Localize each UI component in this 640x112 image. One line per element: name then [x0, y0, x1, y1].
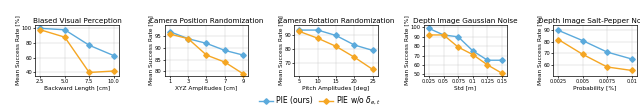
Line: PIE w/o $\delta_{e,t}$: PIE w/o $\delta_{e,t}$ — [556, 38, 634, 72]
PIE (ours) — [239, 54, 247, 56]
PIE (ours) — [369, 50, 376, 51]
PIE w/o $\delta_{e,t}$ — [239, 73, 247, 74]
Y-axis label: Mean Success Rate [%]: Mean Success Rate [%] — [15, 15, 20, 85]
Y-axis label: Mean Success Rate [%]: Mean Success Rate [%] — [404, 15, 409, 85]
Y-axis label: Mean Success Rate [%]: Mean Success Rate [%] — [537, 15, 542, 85]
PIE (ours) — [203, 43, 211, 44]
PIE (ours) — [484, 60, 492, 61]
PIE (ours) — [184, 38, 192, 39]
Line: PIE (ours): PIE (ours) — [427, 26, 504, 62]
PIE (ours) — [314, 29, 321, 31]
Line: PIE w/o $\delta_{e,t}$: PIE w/o $\delta_{e,t}$ — [38, 28, 116, 74]
PIE w/o $\delta_{e,t}$ — [484, 64, 492, 66]
PIE w/o $\delta_{e,t}$ — [110, 70, 118, 72]
PIE (ours) — [579, 40, 587, 41]
PIE (ours) — [440, 34, 447, 36]
PIE w/o $\delta_{e,t}$ — [332, 46, 340, 47]
Line: PIE (ours): PIE (ours) — [556, 28, 634, 61]
Title: Depth Image Gaussian Noise: Depth Image Gaussian Noise — [413, 18, 518, 24]
PIE (ours) — [166, 31, 173, 32]
PIE (ours) — [296, 29, 303, 31]
PIE (ours) — [628, 58, 636, 60]
PIE w/o $\delta_{e,t}$ — [440, 34, 447, 36]
PIE w/o $\delta_{e,t}$ — [61, 37, 68, 38]
X-axis label: XYZ Amplitudes [cm]: XYZ Amplitudes [cm] — [175, 86, 237, 91]
PIE w/o $\delta_{e,t}$ — [469, 54, 477, 55]
PIE (ours) — [36, 28, 44, 29]
PIE (ours) — [351, 44, 358, 46]
PIE (ours) — [332, 35, 340, 36]
Y-axis label: Mean Success Rate [%]: Mean Success Rate [%] — [148, 15, 154, 85]
Line: PIE w/o $\delta_{e,t}$: PIE w/o $\delta_{e,t}$ — [298, 29, 374, 71]
PIE w/o $\delta_{e,t}$ — [203, 54, 211, 56]
PIE (ours) — [454, 36, 462, 38]
PIE (ours) — [221, 50, 228, 51]
PIE w/o $\delta_{e,t}$ — [499, 73, 506, 74]
PIE w/o $\delta_{e,t}$ — [36, 29, 44, 30]
Title: Biased Visual Perception: Biased Visual Perception — [33, 18, 122, 24]
PIE w/o $\delta_{e,t}$ — [296, 31, 303, 32]
PIE (ours) — [425, 28, 433, 29]
PIE (ours) — [604, 51, 611, 53]
PIE (ours) — [61, 29, 68, 30]
Y-axis label: Mean Success Rate [%]: Mean Success Rate [%] — [278, 15, 283, 85]
PIE w/o $\delta_{e,t}$ — [184, 38, 192, 39]
X-axis label: Backward Length [cm]: Backward Length [cm] — [44, 86, 110, 91]
PIE (ours) — [110, 55, 118, 56]
Title: Camera Position Randomization: Camera Position Randomization — [149, 18, 264, 24]
Title: Camera Rotation Randomization: Camera Rotation Randomization — [278, 18, 394, 24]
PIE w/o $\delta_{e,t}$ — [425, 34, 433, 36]
Title: Depth Image Salt-Pepper Noise: Depth Image Salt-Pepper Noise — [538, 18, 640, 24]
Legend: PIE (ours), PIE w/o $\delta_{e,t}$: PIE (ours), PIE w/o $\delta_{e,t}$ — [259, 95, 381, 107]
Line: PIE (ours): PIE (ours) — [38, 26, 116, 57]
PIE (ours) — [469, 50, 477, 52]
PIE w/o $\delta_{e,t}$ — [351, 57, 358, 58]
PIE w/o $\delta_{e,t}$ — [314, 38, 321, 39]
PIE w/o $\delta_{e,t}$ — [604, 66, 611, 68]
X-axis label: Pitch Amplitudes [deg]: Pitch Amplitudes [deg] — [302, 86, 370, 91]
PIE w/o $\delta_{e,t}$ — [628, 70, 636, 71]
X-axis label: Probability [%]: Probability [%] — [573, 86, 617, 91]
Line: PIE w/o $\delta_{e,t}$: PIE w/o $\delta_{e,t}$ — [168, 32, 245, 76]
Line: PIE (ours): PIE (ours) — [298, 28, 374, 52]
PIE w/o $\delta_{e,t}$ — [579, 54, 587, 55]
PIE (ours) — [85, 45, 93, 46]
Line: PIE w/o $\delta_{e,t}$: PIE w/o $\delta_{e,t}$ — [427, 33, 504, 75]
PIE (ours) — [554, 30, 562, 31]
Line: PIE (ours): PIE (ours) — [168, 30, 245, 57]
PIE w/o $\delta_{e,t}$ — [454, 46, 462, 48]
PIE w/o $\delta_{e,t}$ — [221, 61, 228, 63]
PIE w/o $\delta_{e,t}$ — [166, 33, 173, 35]
PIE w/o $\delta_{e,t}$ — [554, 39, 562, 40]
PIE w/o $\delta_{e,t}$ — [85, 72, 93, 73]
PIE (ours) — [499, 60, 506, 61]
PIE w/o $\delta_{e,t}$ — [369, 69, 376, 70]
X-axis label: Std [m]: Std [m] — [454, 86, 477, 91]
